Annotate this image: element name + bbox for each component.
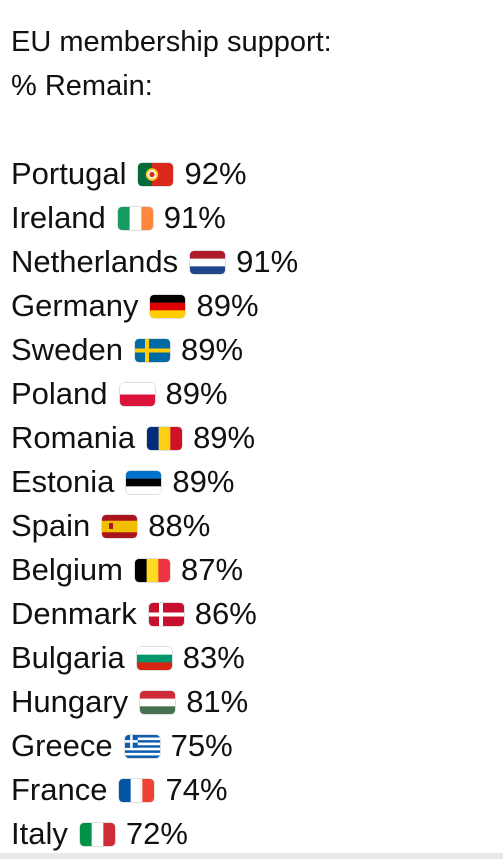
country-list: Portugal 92% Ireland 91% Netherlands 91% Germa… [11, 152, 496, 856]
remain-percent: 92% [184, 156, 247, 191]
portugal-flag-icon [138, 162, 174, 186]
netherlands-flag-icon [190, 250, 226, 274]
remain-percent: 88% [148, 508, 211, 543]
belgium-flag-icon [135, 558, 170, 582]
country-row-spain: Spain 88% [11, 504, 496, 548]
country-row-estonia: Estonia 89% [11, 460, 496, 504]
bottom-edge [0, 853, 503, 859]
country-row-italy: Italy 72% [11, 812, 496, 856]
country-row-germany: Germany 89% [11, 284, 496, 328]
country-row-hungary: Hungary 81% [11, 680, 496, 724]
country-row-portugal: Portugal 92% [11, 152, 496, 196]
bulgaria-flag-icon [136, 646, 172, 670]
heading-line-1: EU membership support: [11, 26, 332, 58]
country-name: Spain [11, 508, 91, 543]
germany-flag-icon [150, 294, 186, 318]
france-flag-icon [119, 778, 155, 802]
country-name: Sweden [11, 332, 124, 367]
post-text: EU membership support: % Remain: Portuga… [11, 20, 496, 856]
country-row-romania: Romania 89% [11, 416, 496, 460]
country-row-poland: Poland 89% [11, 372, 496, 416]
remain-percent: 89% [193, 420, 256, 455]
country-name: Netherlands [11, 244, 179, 279]
hungary-flag-icon [140, 690, 176, 714]
remain-percent: 89% [172, 464, 235, 499]
sweden-flag-icon [135, 338, 171, 362]
remain-percent: 83% [182, 640, 245, 675]
poland-flag-icon [119, 382, 155, 406]
country-name: Germany [11, 288, 139, 323]
remain-percent: 74% [165, 772, 228, 807]
spain-flag-icon [102, 514, 138, 538]
country-row-ireland: Ireland 91% [11, 196, 496, 240]
country-name: Romania [11, 420, 136, 455]
country-row-denmark: Denmark 86% [11, 592, 496, 636]
remain-percent: 86% [194, 596, 257, 631]
country-name: Bulgaria [11, 640, 125, 675]
country-name: Greece [11, 728, 113, 763]
remain-percent: 91% [163, 200, 226, 235]
remain-percent: 91% [236, 244, 299, 279]
country-row-sweden: Sweden 89% [11, 328, 496, 372]
country-name: Denmark [11, 596, 137, 631]
italy-flag-icon [79, 822, 115, 846]
remain-percent: 81% [186, 684, 249, 719]
country-name: France [11, 772, 108, 807]
greece-flag-icon [124, 734, 160, 758]
country-row-netherlands: Netherlands 91% [11, 240, 496, 284]
country-name: Ireland [11, 200, 106, 235]
country-name: Poland [11, 376, 108, 411]
country-name: Belgium [11, 552, 123, 587]
remain-percent: 75% [170, 728, 233, 763]
remain-percent: 72% [125, 816, 188, 851]
blank-line [11, 108, 496, 152]
heading-line-2: % Remain: [11, 70, 153, 102]
country-row-bulgaria: Bulgaria 83% [11, 636, 496, 680]
denmark-flag-icon [148, 602, 184, 626]
romania-flag-icon [147, 426, 183, 450]
country-name: Portugal [11, 156, 127, 191]
country-row-belgium: Belgium 87% [11, 548, 496, 592]
country-row-france: France 74% [11, 768, 496, 812]
country-name: Hungary [11, 684, 129, 719]
ireland-flag-icon [117, 206, 153, 230]
remain-percent: 87% [181, 552, 244, 587]
estonia-flag-icon [126, 470, 162, 494]
remain-percent: 89% [196, 288, 259, 323]
remain-percent: 89% [165, 376, 228, 411]
remain-percent: 89% [181, 332, 244, 367]
country-row-greece: Greece 75% [11, 724, 496, 768]
country-name: Italy [11, 816, 68, 851]
country-name: Estonia [11, 464, 115, 499]
